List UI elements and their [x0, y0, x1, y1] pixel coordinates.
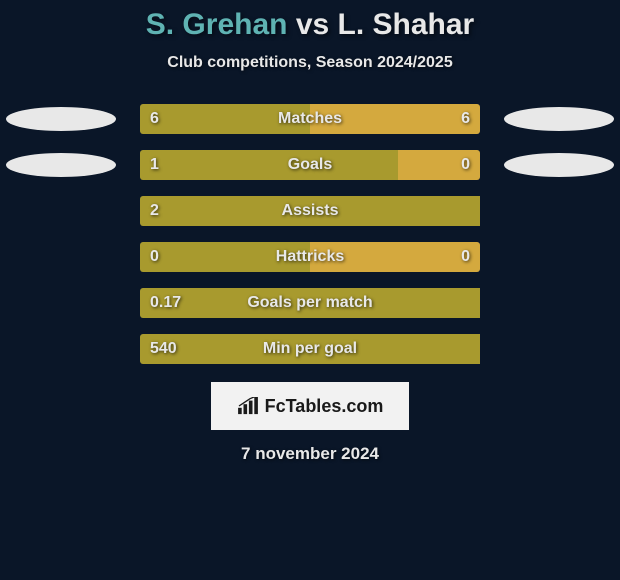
stat-label: Min per goal	[263, 340, 357, 358]
stat-bar-track: 6 6 Matches	[140, 104, 480, 134]
comparison-title: S. Grehan vs L. Shahar	[0, 8, 620, 42]
stat-label: Assists	[282, 202, 339, 220]
player2-badge	[504, 153, 614, 177]
stat-value-right: 6	[461, 110, 470, 128]
stat-row: 2 Assists	[0, 188, 620, 234]
stat-bar-track: 540 Min per goal	[140, 334, 480, 364]
stat-value-left: 1	[150, 156, 159, 174]
stat-bar-track: 0 0 Hattricks	[140, 242, 480, 272]
stat-row: 1 0 Goals	[0, 142, 620, 188]
stat-value-left: 0	[150, 248, 159, 266]
stat-row: 6 6 Matches	[0, 96, 620, 142]
stat-value-right: 0	[461, 156, 470, 174]
stat-bar-track: 0.17 Goals per match	[140, 288, 480, 318]
brand-badge: FcTables.com	[211, 382, 409, 430]
stat-value-left: 540	[150, 340, 177, 358]
stat-bar-track: 1 0 Goals	[140, 150, 480, 180]
stat-value-left: 2	[150, 202, 159, 220]
player1-name: S. Grehan	[146, 8, 288, 41]
subtitle: Club competitions, Season 2024/2025	[0, 54, 620, 72]
stat-value-left: 0.17	[150, 294, 181, 312]
stat-row: 0.17 Goals per match	[0, 280, 620, 326]
stat-rows: 6 6 Matches 1 0 Goals 2 Assists 0 0 Hattricks 0.17 G…	[0, 96, 620, 372]
stat-label: Goals	[288, 156, 332, 174]
stat-row: 0 0 Hattricks	[0, 234, 620, 280]
stat-value-left: 6	[150, 110, 159, 128]
stat-label: Goals per match	[247, 294, 372, 312]
stat-bar-track: 2 Assists	[140, 196, 480, 226]
player1-badge	[6, 107, 116, 131]
stat-bar-left	[140, 150, 398, 180]
brand-text: FcTables.com	[265, 396, 384, 417]
date-label: 7 november 2024	[0, 444, 620, 464]
player2-name: L. Shahar	[338, 8, 475, 41]
brand-chart-icon	[237, 397, 259, 415]
player2-badge	[504, 107, 614, 131]
stat-row: 540 Min per goal	[0, 326, 620, 372]
comparison-card: S. Grehan vs L. Shahar Club competitions…	[0, 0, 620, 464]
stat-label: Hattricks	[276, 248, 344, 266]
vs-label: vs	[296, 8, 329, 41]
stat-label: Matches	[278, 110, 342, 128]
player1-badge	[6, 153, 116, 177]
stat-value-right: 0	[461, 248, 470, 266]
